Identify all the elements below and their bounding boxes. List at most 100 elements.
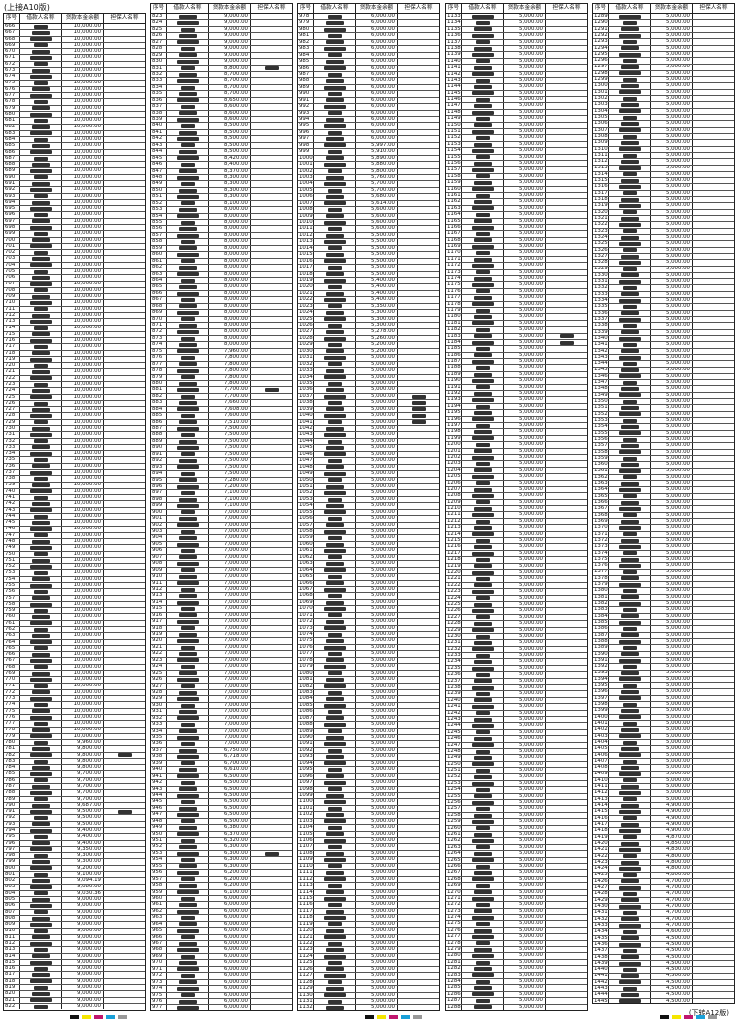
table-row: 1026 5,300.00 bbox=[298, 323, 439, 330]
borrower-name-glyphs bbox=[33, 100, 48, 105]
table-row: 844 8,500.00 bbox=[151, 149, 292, 156]
guarantor-name bbox=[251, 690, 292, 695]
table-row: 1342 5,000.00 bbox=[593, 348, 734, 355]
table-row: 744 10,000.00 bbox=[4, 513, 145, 521]
guarantor-name bbox=[398, 27, 439, 32]
guarantor-name bbox=[693, 873, 734, 878]
row-number: 1024 bbox=[299, 310, 314, 316]
loan-balance: 7,000.00 bbox=[209, 696, 251, 702]
row-number: 976 bbox=[151, 998, 167, 1005]
row-number: 1339 bbox=[594, 329, 609, 335]
row-number: 1382 bbox=[594, 601, 609, 607]
loan-balance: 10,000.00 bbox=[62, 206, 104, 212]
table-row: 1304 5,000.00 bbox=[593, 108, 734, 115]
row-number: 753 bbox=[4, 570, 20, 576]
row-number: 985 bbox=[298, 59, 314, 65]
loan-balance: 10,000.00 bbox=[62, 595, 104, 601]
borrower-name-glyphs bbox=[180, 124, 195, 129]
guarantor-name bbox=[546, 902, 587, 907]
row-number: 1287 bbox=[447, 998, 462, 1004]
guarantor-name bbox=[693, 588, 734, 593]
table-row: 1056 5,000.00 bbox=[298, 516, 439, 523]
table-row: 1330 5,000.00 bbox=[593, 272, 734, 280]
loan-balance: 5,000.00 bbox=[504, 148, 546, 154]
table-row: 1146 5,000.00 bbox=[446, 97, 587, 104]
borrower-name bbox=[462, 953, 504, 959]
borrower-name-glyphs bbox=[622, 532, 637, 537]
loan-balance: 5,000.00 bbox=[651, 626, 693, 632]
table-row: 1345 5,000.00 bbox=[593, 367, 734, 374]
table-row: 826 9,000.00 bbox=[151, 33, 292, 40]
row-number: 975 bbox=[151, 992, 167, 998]
table-row: 1052 5,000.00 bbox=[298, 490, 439, 497]
row-number: 1037 bbox=[299, 393, 314, 400]
table-row: 903 7,000.00 bbox=[151, 529, 292, 536]
borrower-name bbox=[167, 921, 209, 928]
borrower-name bbox=[167, 747, 209, 754]
borrower-name bbox=[314, 535, 356, 541]
guarantor-name bbox=[104, 658, 145, 663]
loan-balance: 10,000.00 bbox=[62, 24, 104, 30]
borrower-name-glyphs bbox=[323, 162, 346, 167]
table-row: 1392 5,000.00 bbox=[593, 664, 734, 671]
borrower-name bbox=[314, 876, 356, 883]
borrower-name-glyphs bbox=[31, 652, 50, 657]
loan-balance: 10,000.00 bbox=[62, 645, 104, 652]
guarantor-name bbox=[546, 653, 587, 658]
continued-from-note: (上接A10版) bbox=[4, 3, 50, 12]
row-number: 999 bbox=[298, 149, 314, 155]
borrower-name-glyphs bbox=[176, 330, 199, 335]
borrower-name-glyphs bbox=[471, 858, 494, 863]
table-row: 740 10,000.00 bbox=[4, 488, 145, 496]
guarantor-name bbox=[251, 819, 292, 824]
loan-balance: 6,000.00 bbox=[356, 123, 398, 129]
guarantor-name bbox=[693, 487, 734, 492]
table-row: 1185 5,000.00 bbox=[446, 346, 587, 353]
borrower-name bbox=[20, 878, 62, 884]
borrower-name bbox=[167, 187, 209, 194]
borrower-name-glyphs bbox=[325, 561, 344, 566]
loan-balance: 8,700.00 bbox=[209, 84, 251, 91]
loan-balance: 5,000.00 bbox=[504, 742, 546, 748]
loan-balance: 9,800.00 bbox=[62, 746, 104, 752]
guarantor-name-glyphs bbox=[411, 407, 426, 412]
borrower-name-glyphs bbox=[178, 748, 197, 753]
borrower-name bbox=[462, 307, 504, 314]
table-row: 668 10,000.00 bbox=[4, 36, 145, 43]
guarantor-name bbox=[398, 542, 439, 547]
borrower-name-glyphs bbox=[327, 478, 342, 483]
borrower-name-glyphs bbox=[178, 516, 197, 521]
loan-balance: 10,000.00 bbox=[62, 281, 104, 287]
table-row: 1183 5,000.00 bbox=[446, 333, 587, 340]
guarantor-name bbox=[251, 317, 292, 322]
row-number: 1203 bbox=[447, 461, 462, 467]
loan-balance: 10,000.00 bbox=[62, 576, 104, 583]
table-row: 958 6,200.00 bbox=[151, 883, 292, 890]
guarantor-name bbox=[398, 819, 439, 824]
loan-balance: 8,300.00 bbox=[209, 174, 251, 181]
borrower-name bbox=[20, 953, 62, 959]
borrower-name-glyphs bbox=[180, 162, 195, 167]
loan-balance: 5,760.00 bbox=[356, 174, 398, 181]
table-row: 1075 5,000.00 bbox=[298, 638, 439, 645]
table-row: 1389 5,000.00 bbox=[593, 645, 734, 652]
borrower-name bbox=[314, 883, 356, 889]
row-number: 702 bbox=[4, 250, 20, 256]
guarantor-name bbox=[693, 803, 734, 808]
row-number: 690 bbox=[4, 174, 20, 181]
table-row: 1274 5,000.00 bbox=[446, 915, 587, 922]
borrower-name bbox=[20, 821, 62, 827]
borrower-name bbox=[314, 129, 356, 136]
row-number: 1397 bbox=[594, 695, 609, 702]
borrower-name-glyphs bbox=[475, 807, 490, 812]
loan-balance: 5,000.00 bbox=[356, 380, 398, 387]
table-row: 1340 5,000.00 bbox=[593, 335, 734, 343]
guarantor-name bbox=[693, 854, 734, 859]
table-row: 1118 5,000.00 bbox=[298, 915, 439, 922]
guarantor-name bbox=[693, 790, 734, 795]
borrower-name bbox=[609, 727, 651, 733]
row-number: 902 bbox=[151, 522, 167, 528]
borrower-name-glyphs bbox=[327, 343, 342, 348]
table-row: 1434 4,600.00 bbox=[593, 929, 734, 936]
table-row: 1352 5,000.00 bbox=[593, 411, 734, 418]
